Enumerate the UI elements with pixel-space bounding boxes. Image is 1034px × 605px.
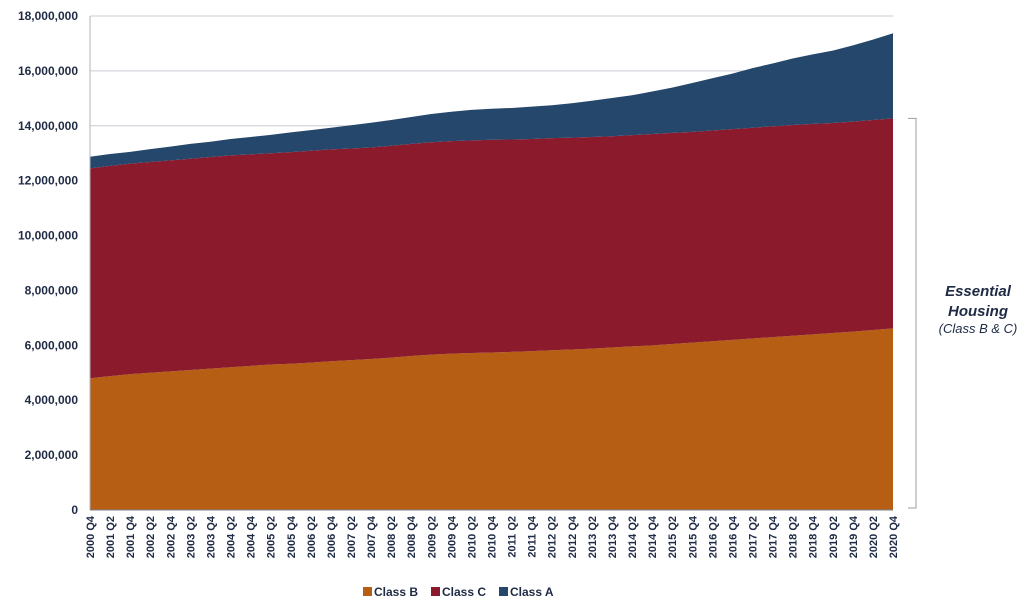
- legend-swatch: [363, 587, 372, 596]
- x-tick-label: 2012 Q4: [567, 515, 579, 558]
- x-tick-label: 2010 Q2: [466, 516, 478, 558]
- legend-swatch: [499, 587, 508, 596]
- x-tick-label: 2001 Q4: [125, 515, 137, 558]
- x-tick-label: 2017 Q2: [747, 516, 759, 558]
- y-tick-label: 14,000,000: [18, 119, 78, 133]
- x-tick-label: 2008 Q2: [386, 516, 398, 558]
- x-tick-label: 2006 Q2: [306, 516, 318, 558]
- y-tick-label: 10,000,000: [18, 229, 78, 243]
- y-tick-label: 12,000,000: [18, 174, 78, 188]
- x-tick-label: 2005 Q2: [266, 516, 278, 558]
- x-tick-label: 2013 Q4: [607, 515, 619, 558]
- y-tick-label: 8,000,000: [25, 283, 79, 297]
- x-tick-label: 2020 Q2: [868, 516, 880, 558]
- x-tick-label: 2004 Q2: [226, 516, 238, 558]
- x-tick-label: 2014 Q2: [627, 516, 639, 558]
- x-tick-label: 2000 Q4: [85, 515, 97, 558]
- y-tick-label: 18,000,000: [18, 9, 78, 23]
- legend-label: Class C: [442, 585, 486, 599]
- x-tick-label: 2015 Q2: [667, 516, 679, 558]
- bracket-line: [908, 117, 917, 509]
- area-class-a: [90, 33, 893, 169]
- x-axis: 2000 Q4 2001 Q2 2001 Q4 2002 Q2 2002 Q4 2003 …: [85, 509, 900, 558]
- area-class-b: [90, 328, 893, 510]
- x-tick-label: 2009 Q2: [426, 516, 438, 558]
- x-tick-label: 2009 Q4: [446, 515, 458, 558]
- legend: Class B Class C Class A: [363, 585, 554, 599]
- x-tick-label: 2019 Q2: [828, 516, 840, 558]
- x-tick-label: 2016 Q4: [727, 515, 739, 558]
- x-tick-label: 2005 Q4: [286, 515, 298, 558]
- x-tick-label: 2006 Q4: [326, 515, 338, 558]
- x-tick-label: 2018 Q4: [808, 515, 820, 558]
- x-tick-label: 2014 Q4: [647, 515, 659, 558]
- annotation-subtitle: (Class B & C): [938, 321, 1018, 336]
- x-tick-label: 2007 Q4: [366, 515, 378, 558]
- y-tick-label: 4,000,000: [25, 393, 79, 407]
- x-tick-label: 2012 Q2: [547, 516, 559, 558]
- y-tick-label: 16,000,000: [18, 64, 78, 78]
- x-tick-label: 2010 Q4: [487, 515, 499, 558]
- y-tick-label: 0: [71, 503, 78, 517]
- x-tick-label: 2007 Q2: [346, 516, 358, 558]
- x-tick-label: 2002 Q2: [145, 516, 157, 558]
- x-tick-label: 2011 Q2: [507, 516, 519, 558]
- y-tick-label: 2,000,000: [25, 448, 79, 462]
- x-tick-label: 2018 Q2: [788, 516, 800, 558]
- x-tick-label: 2001 Q2: [105, 516, 117, 558]
- area-series: [90, 33, 893, 510]
- area-class-c: [90, 118, 893, 379]
- x-tick-label: 2017 Q4: [768, 515, 780, 558]
- x-tick-label: 2016 Q2: [707, 516, 719, 558]
- legend-swatch: [431, 587, 440, 596]
- x-tick-label: 2011 Q4: [527, 515, 539, 557]
- annotation-title: Essential Housing: [945, 283, 1011, 320]
- x-tick-label: 2003 Q2: [185, 516, 197, 558]
- x-tick-label: 2013 Q2: [587, 516, 599, 558]
- x-tick-label: 2020 Q4: [888, 515, 900, 558]
- x-tick-label: 2003 Q4: [205, 515, 217, 558]
- x-tick-label: 2008 Q4: [406, 515, 418, 558]
- legend-label: Class B: [374, 585, 418, 599]
- essential-housing-bracket: [908, 117, 917, 509]
- x-tick-label: 2015 Q4: [687, 515, 699, 558]
- y-tick-label: 6,000,000: [25, 338, 79, 352]
- legend-label: Class A: [510, 585, 554, 599]
- y-axis: 0 2,000,000 4,000,000 6,000,000 8,000,000 10,…: [18, 9, 91, 517]
- x-tick-label: 2002 Q4: [165, 515, 177, 558]
- x-tick-label: 2019 Q4: [848, 515, 860, 558]
- x-tick-label: 2004 Q4: [246, 515, 258, 558]
